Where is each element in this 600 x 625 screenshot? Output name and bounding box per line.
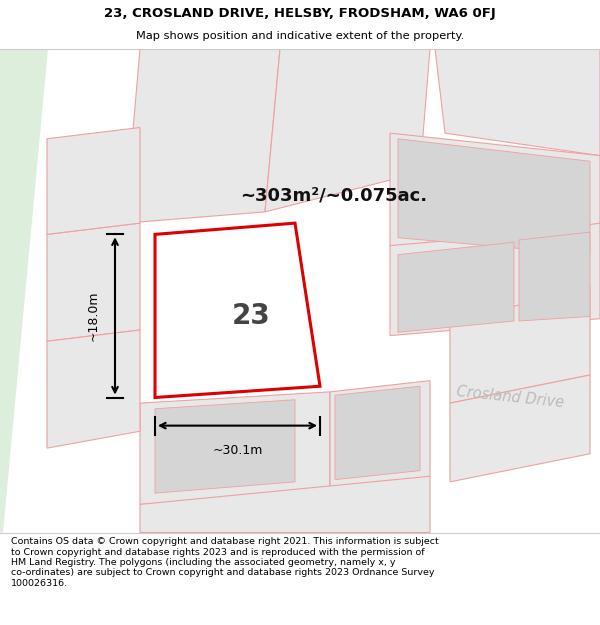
Text: Contains OS data © Crown copyright and database right 2021. This information is : Contains OS data © Crown copyright and d… bbox=[11, 537, 439, 588]
Polygon shape bbox=[12, 49, 100, 532]
Polygon shape bbox=[330, 381, 430, 493]
Text: Crosland Drive: Crosland Drive bbox=[455, 384, 565, 411]
Polygon shape bbox=[519, 232, 590, 321]
Polygon shape bbox=[435, 49, 600, 156]
Polygon shape bbox=[58, 49, 140, 532]
Polygon shape bbox=[265, 49, 430, 212]
Polygon shape bbox=[398, 242, 514, 332]
Polygon shape bbox=[155, 400, 295, 493]
Polygon shape bbox=[398, 139, 590, 254]
Polygon shape bbox=[155, 223, 320, 398]
Polygon shape bbox=[450, 375, 590, 482]
Polygon shape bbox=[450, 285, 590, 403]
Polygon shape bbox=[335, 386, 420, 479]
Polygon shape bbox=[47, 223, 140, 341]
Polygon shape bbox=[140, 392, 330, 504]
Polygon shape bbox=[125, 49, 280, 223]
Text: ~30.1m: ~30.1m bbox=[212, 444, 263, 457]
Polygon shape bbox=[175, 319, 600, 465]
Polygon shape bbox=[390, 234, 520, 336]
Polygon shape bbox=[0, 49, 48, 532]
Text: ~18.0m: ~18.0m bbox=[86, 291, 100, 341]
Polygon shape bbox=[140, 476, 430, 532]
Text: Map shows position and indicative extent of the property.: Map shows position and indicative extent… bbox=[136, 31, 464, 41]
Text: 23, CROSLAND DRIVE, HELSBY, FRODSHAM, WA6 0FJ: 23, CROSLAND DRIVE, HELSBY, FRODSHAM, WA… bbox=[104, 7, 496, 20]
Polygon shape bbox=[47, 330, 140, 448]
Polygon shape bbox=[47, 127, 140, 234]
Text: ~303m²/~0.075ac.: ~303m²/~0.075ac. bbox=[240, 186, 427, 204]
Polygon shape bbox=[520, 223, 600, 324]
Text: 23: 23 bbox=[232, 302, 271, 330]
Polygon shape bbox=[390, 133, 600, 262]
